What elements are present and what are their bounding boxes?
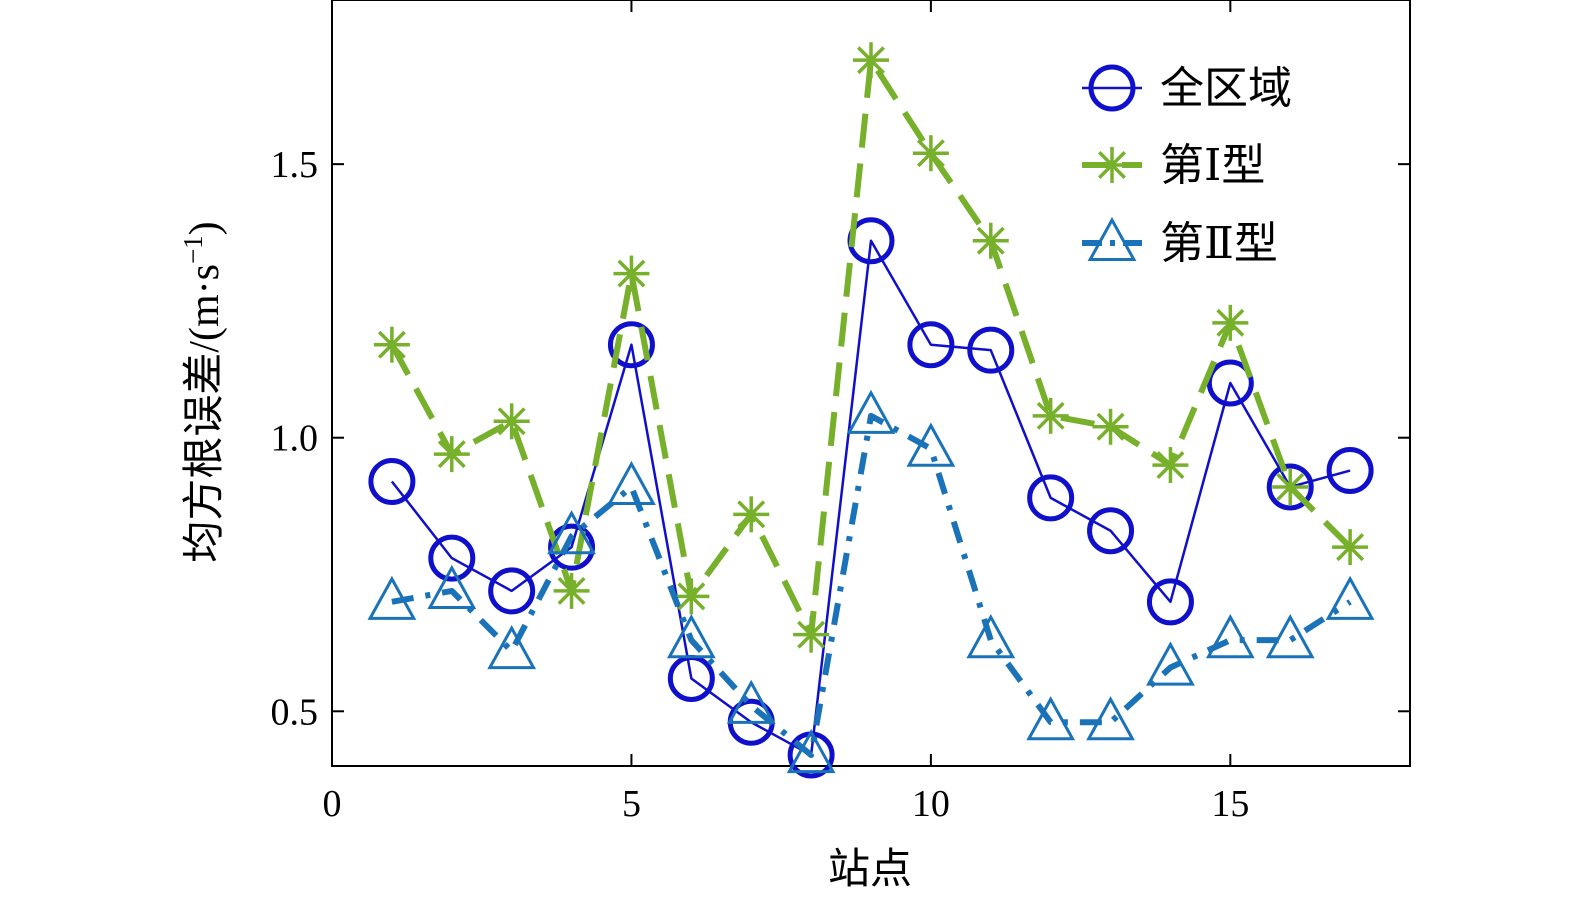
y-tick-label: 0.5 — [271, 691, 319, 733]
data-point — [607, 460, 656, 506]
data-point — [607, 321, 655, 369]
series-2 — [367, 389, 1375, 774]
data-point — [972, 222, 1009, 259]
asterisk-stroke — [1276, 472, 1305, 501]
data-point — [966, 614, 1016, 659]
x-tick-label: 15 — [1211, 783, 1249, 825]
data-point — [907, 321, 955, 369]
data-point — [1325, 575, 1375, 620]
data-point — [553, 572, 590, 609]
data-point — [1332, 529, 1369, 566]
data-point — [1027, 474, 1075, 522]
data-point — [673, 578, 710, 615]
asterisk-stroke — [1216, 308, 1245, 337]
data-point — [548, 523, 596, 571]
legend-item-1: 第Ⅰ型 — [1082, 141, 1265, 190]
data-point — [793, 616, 830, 653]
y-axis-label: 均方根误差/(m·s−1) — [178, 221, 228, 562]
data-point — [428, 534, 476, 582]
y-tick-label: 1.0 — [271, 418, 319, 460]
y-axis: 0.5 1.0 1.5 — [271, 144, 1410, 733]
data-point — [493, 403, 530, 440]
data-point — [912, 135, 949, 172]
asterisk-stroke — [916, 139, 945, 168]
data-point — [1146, 578, 1194, 626]
data-point — [547, 510, 596, 555]
legend-marker — [1094, 147, 1130, 183]
series-layer — [367, 42, 1375, 779]
data-point — [1146, 641, 1195, 686]
asterisk-stroke — [857, 46, 885, 75]
data-point — [1212, 304, 1249, 341]
series-line — [389, 57, 1353, 638]
data-point — [487, 624, 537, 670]
data-point — [1265, 614, 1315, 659]
data-point — [1205, 614, 1255, 659]
data-point — [373, 326, 410, 363]
legend-item-2: 第Ⅱ型 — [1082, 216, 1278, 268]
y-axis-label-sup: −1 — [178, 235, 208, 264]
asterisk-stroke — [1036, 401, 1065, 430]
asterisk-stroke — [1098, 151, 1126, 179]
asterisk-stroke — [617, 259, 646, 288]
series-0 — [368, 217, 1374, 779]
data-point — [1032, 397, 1069, 434]
asterisk-stroke — [976, 226, 1005, 255]
asterisk-stroke — [437, 440, 466, 469]
asterisk-stroke — [797, 620, 826, 649]
y-axis-label-close: ) — [182, 221, 228, 235]
data-point — [427, 564, 477, 609]
data-point — [666, 614, 716, 659]
data-point — [368, 457, 416, 505]
data-point — [433, 436, 470, 473]
data-point — [1087, 507, 1135, 555]
asterisk-stroke — [737, 500, 766, 529]
data-point — [1092, 408, 1129, 445]
data-point — [726, 679, 776, 724]
data-point — [1266, 463, 1314, 511]
legend-label: 第Ⅱ型 — [1160, 219, 1278, 268]
data-point — [1272, 468, 1309, 505]
series-line — [391, 412, 1352, 759]
asterisk-stroke — [677, 582, 706, 611]
plot-border — [331, 0, 1411, 767]
series-1 — [373, 42, 1369, 653]
data-point — [1026, 696, 1076, 741]
legend-label: 第Ⅰ型 — [1160, 141, 1265, 190]
data-point — [733, 496, 770, 533]
legend-item-0: 全区域 — [1082, 64, 1292, 113]
asterisk-stroke — [1336, 533, 1365, 562]
asterisk-stroke — [557, 576, 586, 605]
y-axis-label-main: 均方根误差/(m·s — [182, 264, 228, 563]
data-point — [846, 389, 896, 434]
data-point — [786, 728, 836, 774]
asterisk-stroke — [377, 330, 406, 359]
series-line — [390, 239, 1351, 757]
data-point — [1206, 359, 1254, 407]
y-tick-label: 1.5 — [271, 144, 319, 186]
data-point — [1152, 447, 1189, 484]
data-point — [367, 575, 417, 620]
asterisk-stroke — [1096, 412, 1125, 441]
x-tick-label: 10 — [912, 783, 950, 825]
x-axis-label: 站点 — [828, 847, 912, 893]
asterisk-stroke — [1156, 451, 1185, 480]
plot-frame — [331, 0, 1411, 767]
data-point — [488, 567, 536, 615]
legend-marker — [1087, 216, 1137, 262]
data-point — [1086, 696, 1135, 741]
data-point — [906, 422, 956, 467]
data-point — [613, 255, 650, 292]
legend-marker — [1088, 64, 1136, 112]
data-point — [853, 42, 889, 79]
data-point — [1326, 447, 1374, 495]
x-tick-label: 5 — [622, 783, 641, 825]
asterisk-stroke — [497, 407, 526, 436]
x-tick-label: 0 — [323, 783, 342, 825]
x-axis: 0 5 10 15 — [323, 0, 1249, 825]
legend-label: 全区域 — [1160, 64, 1292, 113]
data-point — [967, 326, 1015, 374]
